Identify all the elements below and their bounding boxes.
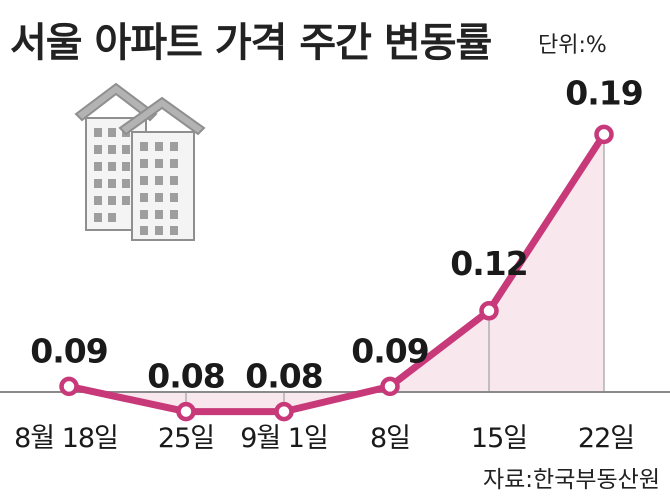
- data-point: [380, 376, 400, 397]
- series-line: [65, 130, 608, 416]
- value-label: 0.19: [565, 73, 642, 112]
- x-tick-label: 25일: [158, 423, 214, 454]
- x-tick-label: 22일: [578, 423, 634, 454]
- unit-label: 단위:%: [538, 33, 607, 58]
- area-fill: [69, 134, 604, 412]
- x-tick-label: 15일: [471, 423, 527, 454]
- data-point: [274, 401, 294, 422]
- value-label: 0.12: [450, 244, 527, 283]
- x-tick-label: 8일: [370, 423, 410, 454]
- source-note: 자료:한국부동산원: [483, 467, 660, 493]
- data-point: [594, 124, 614, 145]
- value-label: 0.08: [147, 357, 224, 396]
- data-point: [479, 301, 499, 321]
- value-label: 0.09: [30, 331, 107, 370]
- value-label: 0.08: [245, 357, 322, 396]
- chart-title: 서울 아파트 가격 주간 변동률: [10, 20, 492, 66]
- apartment-buildings-icon: [74, 82, 206, 241]
- data-point: [59, 376, 79, 397]
- value-label: 0.09: [351, 331, 428, 370]
- x-tick-label: 8월 18일: [14, 423, 118, 454]
- data-point: [176, 401, 196, 422]
- x-tick-label: 9월 1일: [240, 423, 328, 454]
